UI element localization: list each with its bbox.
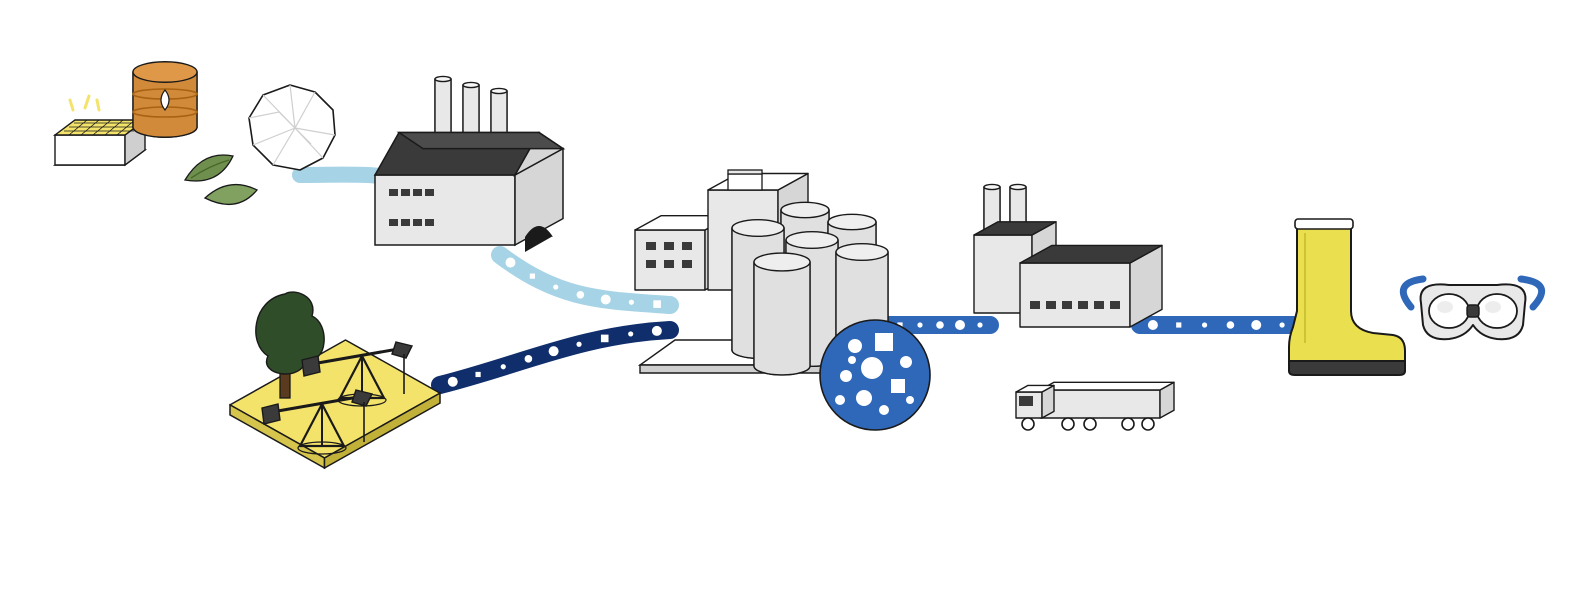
process-flow-diagram: [0, 0, 1590, 600]
oil-barrel-icon: [133, 62, 197, 137]
fryer-basket-icon: [55, 96, 145, 165]
goggles-icon: [1403, 279, 1541, 339]
flow-oil-to-silos: [440, 326, 670, 387]
oil-field-icon: [230, 292, 440, 468]
flow-factory2-to-products: [1140, 320, 1295, 330]
node-layer: [55, 62, 1542, 468]
diagram-canvas: [0, 0, 1590, 600]
rain-boot-icon: [1289, 219, 1405, 375]
factory-2-icon: [974, 184, 1162, 327]
crumpled-paper-icon: [249, 85, 335, 170]
products-icon: [1289, 219, 1542, 375]
waste-inputs-icon: [55, 62, 335, 205]
factory-1-icon: [375, 76, 563, 252]
pellet-bubble-icon: [820, 320, 930, 430]
leaves-icon: [185, 155, 257, 204]
truck-icon: [1016, 382, 1174, 430]
